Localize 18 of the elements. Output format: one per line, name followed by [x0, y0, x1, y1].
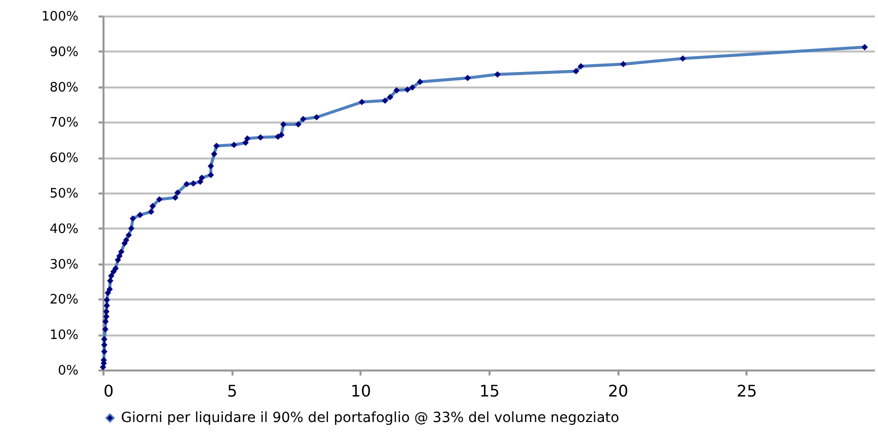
- y-tick-label: 10%: [50, 328, 78, 344]
- x-tick-label: 0: [104, 382, 114, 400]
- x-tick-label: 10: [350, 382, 372, 400]
- y-tick-label: 70%: [50, 116, 78, 131]
- y-tick-label: 90%: [50, 44, 78, 60]
- y-tick-label: 30%: [50, 257, 78, 272]
- y-tick-label: 20%: [50, 292, 78, 308]
- x-tick-label: 25: [736, 382, 758, 400]
- x-tick-label: 5: [227, 382, 238, 400]
- x-tick-label: 20: [608, 382, 628, 400]
- y-tick-label: 60%: [50, 151, 78, 166]
- legend-label: Giorni per liquidare il 90% del portafoglio @ 33% del volume negoziato: [121, 410, 620, 426]
- y-tick-label: 80%: [50, 80, 78, 96]
- y-tick-label: 0%: [58, 364, 78, 378]
- y-tick-label: 50%: [50, 186, 78, 202]
- y-tick-label: 100%: [41, 10, 78, 24]
- x-tick-label: 15: [479, 382, 500, 400]
- y-tick-label: 40%: [50, 222, 78, 237]
